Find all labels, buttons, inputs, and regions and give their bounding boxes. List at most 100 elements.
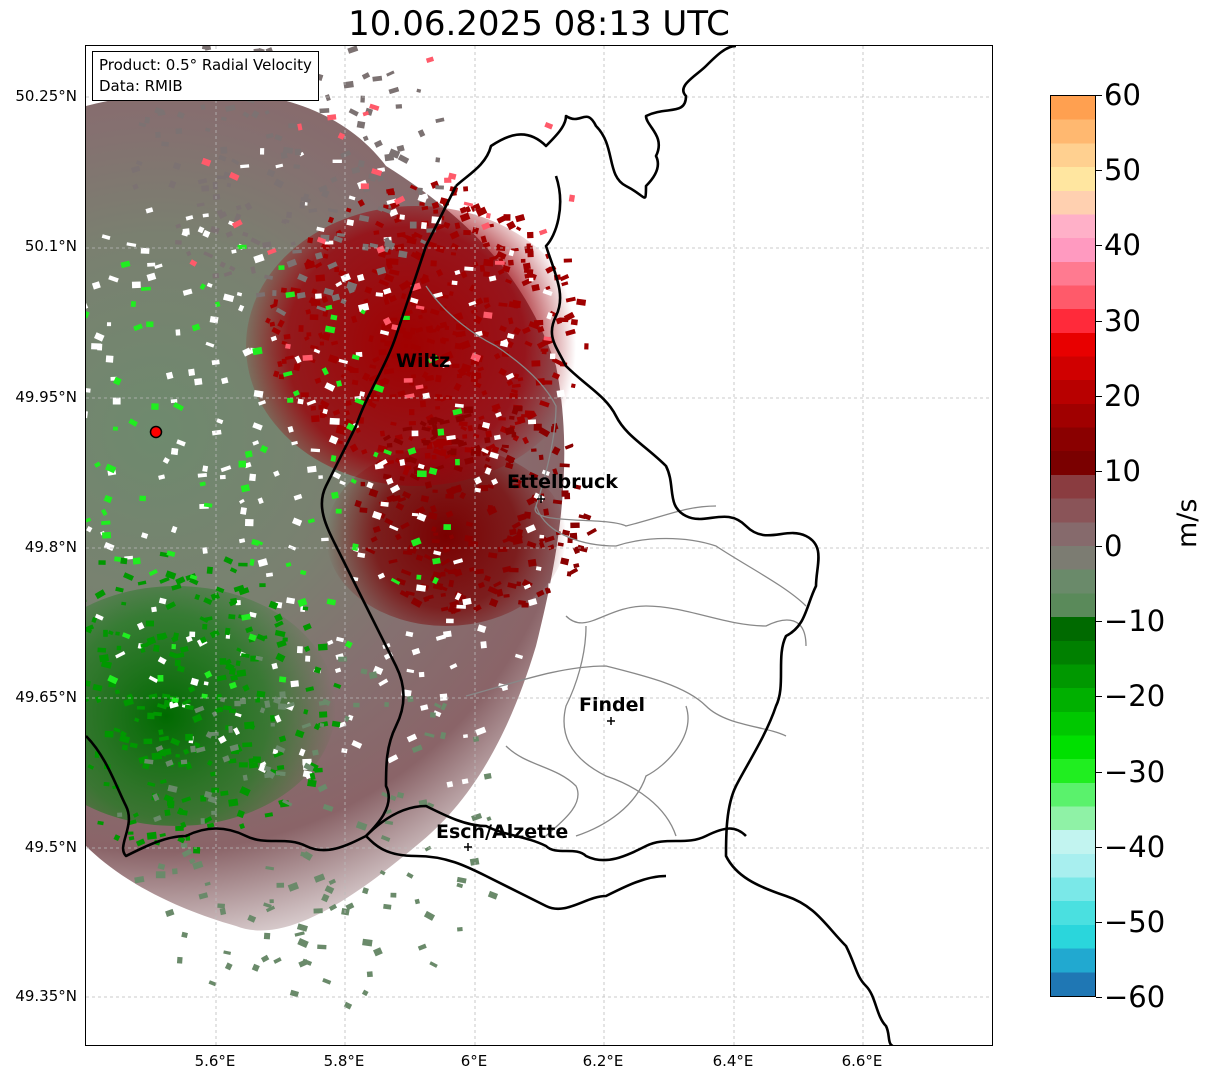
velocity-pixel [222, 755, 231, 763]
velocity-pixel [421, 205, 429, 211]
velocity-pixel [258, 400, 267, 406]
velocity-pixel [86, 627, 92, 634]
velocity-pixel [316, 236, 327, 245]
velocity-pixel [176, 665, 185, 673]
velocity-pixel [231, 249, 237, 254]
velocity-pixel [244, 450, 253, 458]
velocity-pixel [123, 572, 134, 581]
velocity-pixel [538, 536, 547, 543]
velocity-pixel [433, 702, 442, 709]
velocity-pixel [302, 193, 310, 201]
velocity-pixel [428, 467, 438, 476]
velocity-pixel [272, 748, 279, 755]
velocity-pixel [199, 616, 209, 623]
velocity-pixel [461, 778, 469, 785]
velocity-pixel [253, 389, 264, 398]
velocity-pixel [400, 233, 407, 239]
velocity-pixel [464, 535, 474, 543]
velocity-pixel [579, 570, 586, 576]
velocity-pixel [528, 471, 539, 479]
velocity-pixel [570, 319, 578, 326]
velocity-pixel [205, 341, 215, 348]
velocity-pixel [620, 702, 629, 711]
velocity-pixel [382, 287, 392, 295]
velocity-pixel [189, 577, 199, 586]
colorbar-tick-label: −20 [1104, 679, 1166, 714]
velocity-pixel [154, 263, 163, 270]
velocity-pixel [390, 892, 397, 898]
velocity-pixel [176, 956, 183, 964]
velocity-pixel [294, 729, 305, 739]
velocity-pixel [181, 848, 193, 858]
velocity-pixel [420, 222, 427, 230]
velocity-pixel [235, 205, 242, 211]
velocity-pixel [251, 963, 260, 972]
velocity-pixel [591, 200, 598, 209]
velocity-pixel [661, 528, 672, 535]
velocity-pixel [175, 128, 183, 134]
velocity-pixel [623, 646, 629, 652]
velocity-pixel [286, 258, 298, 268]
velocity-pixel [464, 266, 474, 272]
velocity-pixel [618, 333, 628, 342]
colorbar [1050, 95, 1096, 997]
velocity-pixel [158, 749, 167, 757]
velocity-pixel [302, 770, 313, 779]
velocity-pixel [527, 558, 537, 567]
velocity-pixel [184, 704, 194, 711]
velocity-pixel [211, 429, 222, 436]
velocity-pixel [474, 568, 484, 575]
colorbar-tick-label: 20 [1104, 378, 1141, 413]
y-tick-label: 49.65°N [15, 688, 77, 706]
velocity-pixel [340, 273, 352, 283]
velocity-pixel [510, 388, 518, 394]
colorbar-tick-mark [1096, 245, 1102, 247]
velocity-pixel [411, 374, 417, 379]
velocity-pixel [424, 845, 432, 852]
velocity-pixel [676, 333, 684, 342]
velocity-pixel [633, 258, 645, 265]
velocity-pixel [359, 507, 368, 513]
velocity-pixel [274, 134, 283, 142]
velocity-pixel [414, 898, 420, 905]
velocity-pixel [455, 458, 460, 466]
velocity-pixel [219, 474, 226, 480]
velocity-pixel [206, 822, 215, 829]
velocity-pixel [327, 354, 339, 364]
velocity-pixel [446, 435, 456, 441]
velocity-pixel [222, 293, 235, 303]
velocity-pixel [470, 203, 481, 212]
velocity-pixel [483, 575, 491, 582]
velocity-pixel [668, 435, 680, 443]
velocity-pixel [249, 473, 257, 482]
velocity-pixel [300, 392, 309, 398]
velocity-speckles [86, 46, 764, 1010]
velocity-pixel [309, 772, 316, 781]
velocity-pixel [252, 440, 260, 446]
velocity-pixel [190, 745, 196, 753]
velocity-pixel [248, 762, 259, 769]
velocity-pixel [369, 103, 380, 111]
velocity-pixel [450, 242, 460, 251]
velocity-pixel [239, 697, 247, 705]
velocity-pixel [517, 513, 527, 522]
velocity-pixel [568, 194, 576, 203]
velocity-pixel [448, 291, 454, 297]
velocity-pixel [335, 426, 347, 436]
velocity-pixel [334, 667, 342, 674]
velocity-pixel [422, 392, 431, 400]
velocity-pixel [274, 745, 286, 754]
velocity-pixel [270, 715, 275, 722]
velocity-pixel [262, 635, 268, 640]
velocity-pixel [399, 590, 410, 598]
velocity-pixel [351, 543, 359, 552]
velocity-pixel [224, 962, 233, 971]
velocity-pixel [263, 932, 271, 940]
velocity-pixel [417, 943, 427, 951]
velocity-pixel [171, 583, 182, 591]
velocity-pixel [248, 633, 257, 642]
velocity-pixel [514, 213, 526, 223]
velocity-pixel [282, 799, 293, 807]
velocity-pixel [376, 266, 387, 276]
velocity-pixel [273, 299, 279, 307]
